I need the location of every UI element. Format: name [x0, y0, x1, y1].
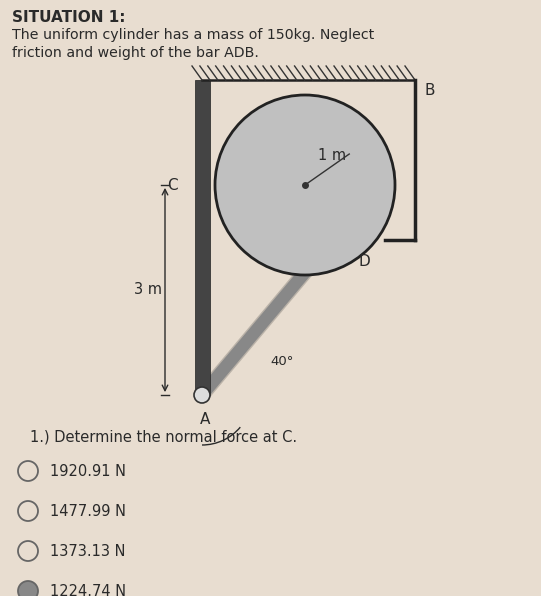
Text: 40°: 40° [270, 355, 293, 368]
Text: 1920.91 N: 1920.91 N [50, 464, 126, 479]
Text: 1373.13 N: 1373.13 N [50, 544, 126, 558]
Circle shape [18, 581, 38, 596]
Text: D: D [358, 254, 370, 269]
Circle shape [18, 461, 38, 481]
Text: 1224.74 N: 1224.74 N [50, 583, 126, 596]
Bar [195, 80, 210, 395]
Circle shape [18, 501, 38, 521]
Text: 1477.99 N: 1477.99 N [50, 504, 126, 519]
Text: B: B [425, 83, 436, 98]
Text: 1.) Determine the normal force at C.: 1.) Determine the normal force at C. [30, 430, 297, 445]
Circle shape [215, 95, 395, 275]
Circle shape [194, 387, 210, 403]
Text: SITUATION 1:: SITUATION 1: [12, 10, 126, 25]
Text: The uniform cylinder has a mass of 150kg. Neglect: The uniform cylinder has a mass of 150kg… [12, 28, 374, 42]
Text: 3 m: 3 m [134, 283, 162, 297]
Text: A: A [200, 412, 210, 427]
Text: C: C [167, 178, 178, 193]
Circle shape [18, 541, 38, 561]
Text: friction and weight of the bar ADB.: friction and weight of the bar ADB. [12, 46, 259, 60]
Text: 1 m: 1 m [318, 147, 346, 163]
